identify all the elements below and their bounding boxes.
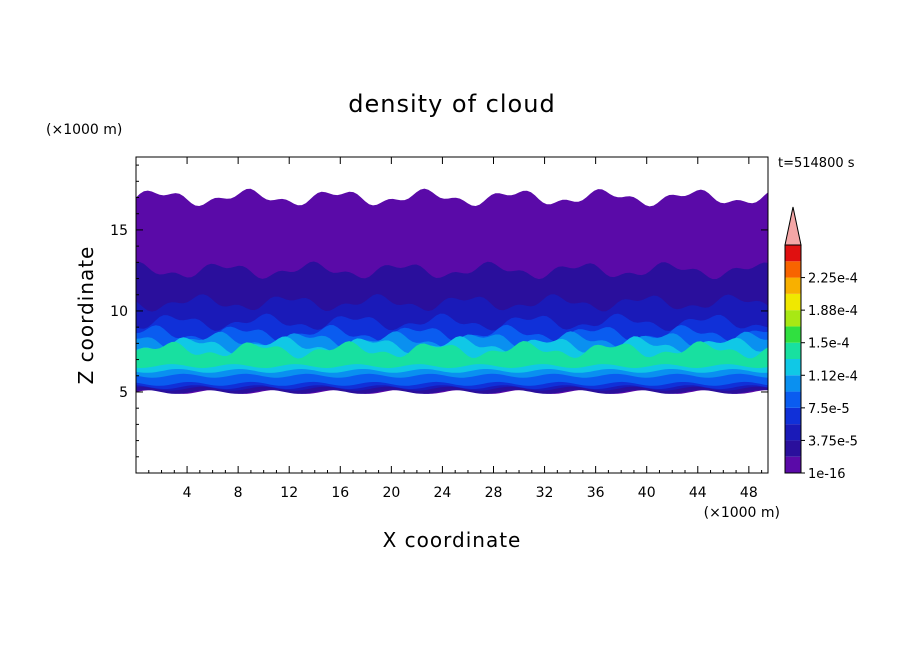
- colorbar-swatch-0: [785, 456, 801, 473]
- x-tick-label-32: 32: [536, 485, 554, 501]
- x-tick-label-44: 44: [689, 485, 707, 501]
- y-tick-label-5: 5: [119, 385, 128, 401]
- x-axis-title: X coordinate: [383, 528, 522, 552]
- x-tick-label-12: 12: [280, 485, 298, 501]
- colorbar-swatch-4: [785, 391, 801, 408]
- plot-frame: [135, 156, 769, 474]
- colorbar-label-0: 1e-16: [808, 467, 846, 482]
- colorbar-swatch-12: [785, 261, 801, 278]
- x-tick-label-24: 24: [434, 485, 452, 501]
- y-tick-label-10: 10: [110, 304, 128, 320]
- colorbar-swatch-7: [785, 342, 801, 359]
- y-unit-label: (×1000 m): [46, 122, 122, 138]
- x-unit-label: (×1000 m): [704, 505, 780, 521]
- colorbar-swatch-8: [785, 326, 801, 343]
- time-label: t=514800 s: [778, 156, 855, 171]
- colorbar-label-2: 7.5e-5: [808, 402, 850, 417]
- colorbar: 1e-16 3.75e-5 7.5e-5 1.12e-4 1.5e-4 1.88e-4 2.…: [784, 206, 858, 482]
- colorbar-swatch-9: [785, 310, 801, 327]
- colorbar-swatch-13: [785, 245, 801, 262]
- colorbar-swatch-11: [785, 277, 801, 294]
- colorbar-swatch-2: [785, 424, 801, 441]
- x-tick-label-36: 36: [587, 485, 605, 501]
- x-axis-ticks: 4 8 12 16 20 24 28 32 36 40 44 48: [148, 157, 763, 501]
- colorbar-swatch-5: [785, 375, 801, 392]
- colorbar-label-6: 2.25e-4: [808, 272, 858, 287]
- colorbar-label-1: 3.75e-5: [808, 434, 858, 449]
- colorbar-swatch-10: [785, 293, 801, 311]
- x-tick-label-20: 20: [382, 485, 400, 501]
- colorbar-overflow-triangle: [784, 206, 802, 246]
- x-tick-label-4: 4: [183, 485, 192, 501]
- cloud-layer-7: [136, 341, 768, 368]
- y-axis-ticks: 5 10 15: [110, 164, 768, 458]
- colorbar-label-3: 1.12e-4: [808, 369, 858, 384]
- colorbar-swatch-3: [785, 407, 801, 425]
- colorbar-label-5: 1.88e-4: [808, 304, 858, 319]
- chart-title: density of cloud: [348, 90, 555, 118]
- y-tick-label-15: 15: [110, 223, 128, 239]
- x-tick-label-8: 8: [234, 485, 243, 501]
- colorbar-label-4: 1.5e-4: [808, 337, 850, 352]
- x-tick-label-40: 40: [638, 485, 656, 501]
- x-tick-label-48: 48: [740, 485, 758, 501]
- x-tick-label-28: 28: [485, 485, 503, 501]
- colorbar-swatch-1: [785, 440, 801, 457]
- y-axis-title: Z coordinate: [74, 246, 98, 385]
- colorbar-swatch-6: [785, 359, 801, 376]
- x-tick-label-16: 16: [331, 485, 349, 501]
- plot-area: [136, 188, 768, 394]
- colorbar-frame: [784, 244, 802, 474]
